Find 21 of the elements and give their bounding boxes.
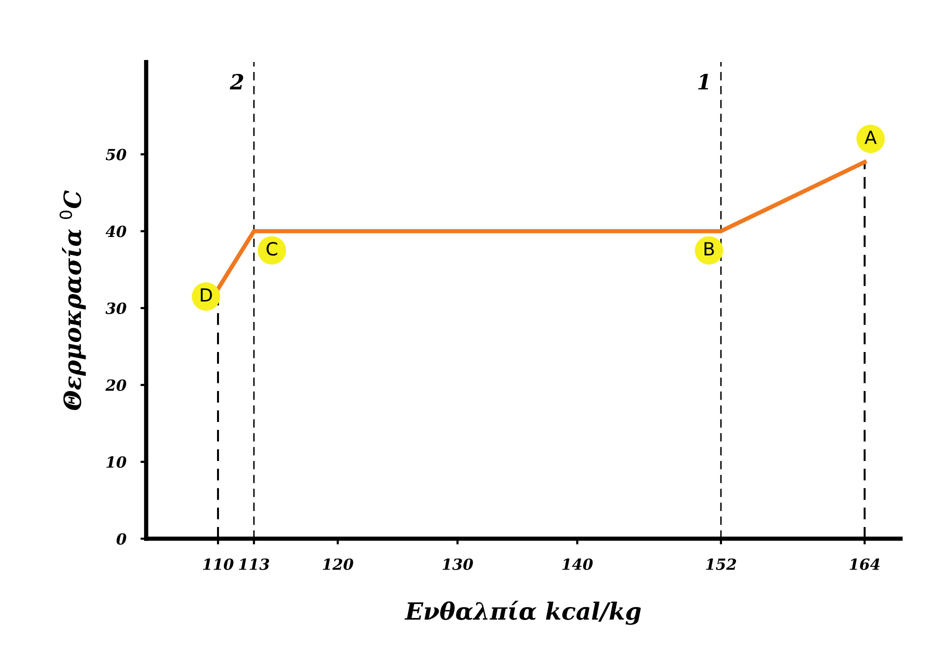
annotation: 2 bbox=[230, 74, 244, 90]
y-axis-title: Θερμοκρασία $^{0}$C bbox=[60, 190, 86, 410]
y-tick-label: 50 bbox=[106, 148, 126, 160]
y-tick-label: 30 bbox=[106, 302, 126, 314]
annotation: A bbox=[864, 130, 877, 144]
annotation: 1 bbox=[698, 74, 708, 90]
x-tick-label: 140 bbox=[562, 558, 593, 570]
y-tick-label: 20 bbox=[105, 379, 126, 391]
annotation: D bbox=[200, 288, 212, 302]
y-tick-label: 0 bbox=[116, 533, 126, 545]
annotation: B bbox=[704, 242, 714, 256]
x-tick-label: 152 bbox=[706, 558, 736, 570]
x-tick-label: 164 bbox=[850, 558, 880, 570]
x-tick-label: 110 bbox=[203, 558, 234, 570]
x-axis-title: Ενθαλπία kcal/kg bbox=[404, 600, 641, 625]
y-tick-label: 10 bbox=[106, 456, 126, 468]
x-tick-label: 113 bbox=[238, 558, 270, 570]
x-tick-label: 120 bbox=[322, 558, 354, 570]
y-tick-label: 40 bbox=[106, 226, 126, 238]
x-tick-label: 130 bbox=[442, 558, 473, 570]
annotation: C bbox=[266, 242, 278, 256]
